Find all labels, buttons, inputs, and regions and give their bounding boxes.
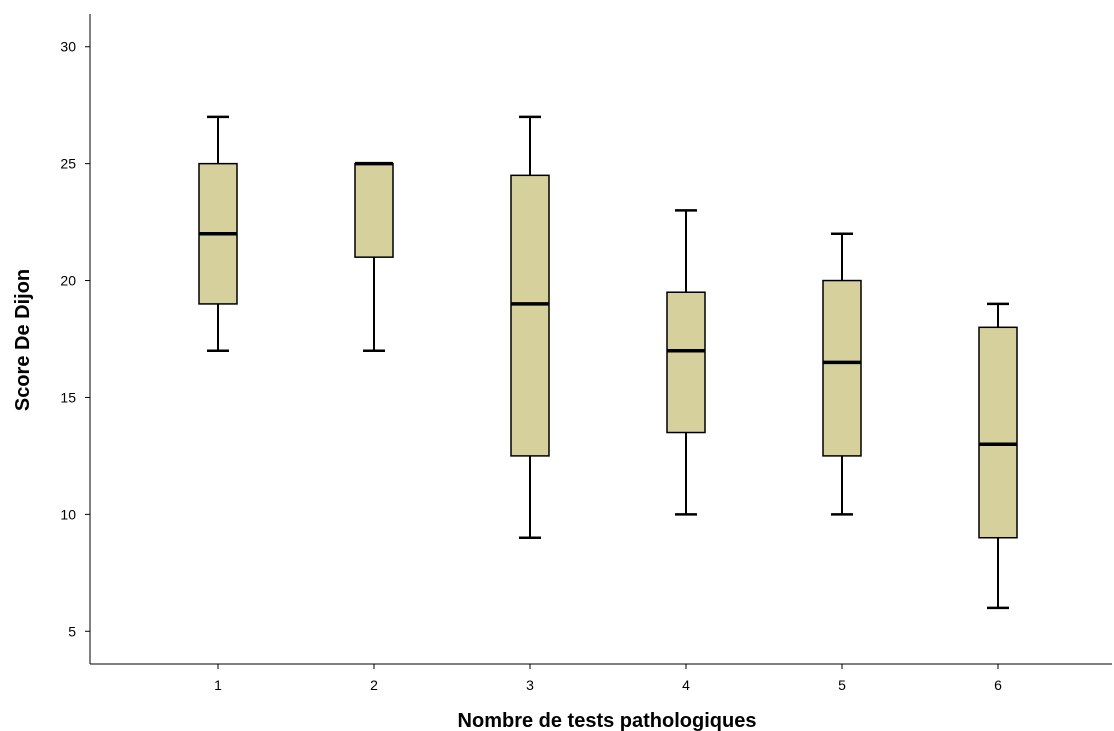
box-group-2 [354, 161, 394, 352]
iqr-box [354, 162, 394, 258]
iqr-box [510, 174, 550, 457]
box-group-4 [666, 209, 706, 516]
x-tick-label: 4 [682, 677, 690, 693]
box-group-3 [510, 115, 550, 539]
y-axis-title: Score De Dijon [12, 269, 34, 411]
y-tick-label: 15 [60, 389, 76, 405]
iqr-box [666, 291, 706, 434]
x-tick-label: 3 [526, 677, 534, 693]
iqr-box [822, 279, 862, 457]
y-tick-label: 20 [60, 273, 76, 289]
x-tick-label: 2 [370, 677, 378, 693]
x-tick-label: 1 [214, 677, 222, 693]
x-axis-title: Nombre de tests pathologiques [458, 710, 757, 731]
iqr-box [978, 326, 1018, 539]
axes [89, 14, 1112, 665]
y-tick-label: 25 [60, 156, 76, 172]
box-group-5 [822, 232, 862, 516]
x-tick-label: 6 [994, 677, 1002, 693]
y-tick-label: 5 [68, 623, 76, 639]
y-ticks: 5 10 15 20 25 30 [60, 39, 90, 639]
x-ticks: 1 2 3 4 5 6 [214, 664, 1002, 693]
x-tick-label: 5 [838, 677, 846, 693]
box-group-6 [978, 302, 1018, 610]
boxes [198, 115, 1018, 610]
y-tick-label: 30 [60, 39, 76, 55]
box-group-1 [198, 115, 238, 352]
y-tick-label: 10 [60, 506, 76, 522]
